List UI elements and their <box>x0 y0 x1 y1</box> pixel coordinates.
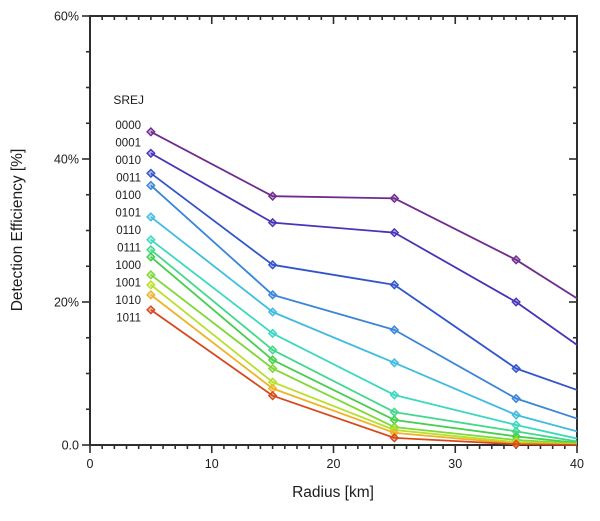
marker-0100-r25 <box>389 357 400 368</box>
series-group <box>146 127 578 450</box>
legend-label-0001: 0001 <box>115 138 141 150</box>
legend-label-0110: 0110 <box>116 225 141 237</box>
marker-0111-r5 <box>146 252 156 262</box>
y-axis-title: Detection Efficiency [%] <box>9 149 26 312</box>
marker-0001-r35 <box>511 297 521 307</box>
x-axis-title: Radius [km] <box>292 484 374 501</box>
marker-0001-r5 <box>146 148 156 159</box>
marker-0000-r25 <box>389 193 400 204</box>
marker-1000-r15 <box>267 363 278 374</box>
y-tick-label-0.0: 0.0 <box>62 439 79 453</box>
marker-1011-r15 <box>267 390 278 401</box>
marker-0101-r25 <box>389 390 400 400</box>
series-line-1001 <box>150 284 578 446</box>
y-tick-labels: 0.0 20% 40% 60% <box>54 10 79 453</box>
marker-1010-r25 <box>389 428 400 438</box>
marker-0110-r15 <box>267 345 278 355</box>
legend-label-0100: 0100 <box>115 190 141 202</box>
legend-label-0011: 0011 <box>116 173 141 185</box>
marker-0101-r5 <box>146 235 156 245</box>
marker-0100-r15 <box>267 307 278 317</box>
marker-0100-r5 <box>146 212 156 222</box>
marker-1011-r5 <box>146 305 156 315</box>
y-tick-label-40%: 40% <box>54 153 79 167</box>
x-tick-label-0: 0 <box>87 457 94 471</box>
marker-0010-r35 <box>511 363 521 374</box>
series-line-0101 <box>150 239 578 440</box>
marker-0010-r25 <box>389 280 400 290</box>
series-line-0111 <box>150 256 578 444</box>
legend-label-0111: 0111 <box>117 243 141 255</box>
marker-1001-r5 <box>146 280 156 290</box>
legend-label-1011: 1011 <box>116 313 141 325</box>
marker-0101-r35 <box>511 420 521 430</box>
legend-label-0000: 0000 <box>115 120 141 132</box>
series-line-0110 <box>150 249 578 443</box>
marker-1011-r35 <box>511 439 521 450</box>
x-tick-label-20: 20 <box>327 457 341 471</box>
legend-label-1001: 1001 <box>115 278 141 290</box>
legend-title: SREJ <box>113 93 144 107</box>
series-line-0011 <box>150 184 578 420</box>
marker-0011-r25 <box>389 325 400 335</box>
marker-1011-r25 <box>389 433 400 443</box>
x-tick-label-40: 40 <box>570 457 584 471</box>
series-line-0000 <box>150 131 578 300</box>
marker-0010-r15 <box>267 260 278 270</box>
marker-0110-r25 <box>389 407 400 417</box>
marker-0000-r15 <box>267 191 278 201</box>
marker-1001-r35 <box>511 437 521 447</box>
axis-ticks <box>82 15 578 453</box>
marker-0100-r35 <box>511 410 521 420</box>
y-tick-label-20%: 20% <box>54 296 79 310</box>
legend-label-1000: 1000 <box>115 260 141 272</box>
legend-label-1010: 1010 <box>115 295 141 307</box>
series-line-0010 <box>150 172 578 391</box>
x-tick-labels: 0 10 20 30 40 <box>87 457 584 471</box>
legend-labels: 0000 0001 0010 0011 0100 0101 0110 0111 1000 1001… <box>115 120 141 325</box>
marker-0010-r5 <box>146 168 156 179</box>
legend-label-0101: 0101 <box>115 208 141 220</box>
marker-0011-r5 <box>146 180 156 191</box>
legend-label-0010: 0010 <box>115 155 141 167</box>
marker-0000-r35 <box>511 255 521 265</box>
marker-1000-r5 <box>146 270 156 280</box>
y-tick-label-60%: 60% <box>54 10 79 24</box>
series-line-0001 <box>150 152 578 346</box>
x-tick-label-30: 30 <box>448 457 462 471</box>
marker-0011-r15 <box>267 290 278 300</box>
series-line-0100 <box>150 216 578 433</box>
marker-1001-r15 <box>267 377 278 387</box>
marker-0001-r15 <box>267 217 278 228</box>
series-line-1011 <box>150 309 578 446</box>
x-tick-label-10: 10 <box>205 457 219 471</box>
marker-1010-r5 <box>146 290 156 300</box>
marker-0001-r25 <box>389 227 400 238</box>
marker-0000-r5 <box>146 127 156 137</box>
marker-0011-r35 <box>511 393 521 404</box>
marker-0101-r15 <box>267 328 278 339</box>
